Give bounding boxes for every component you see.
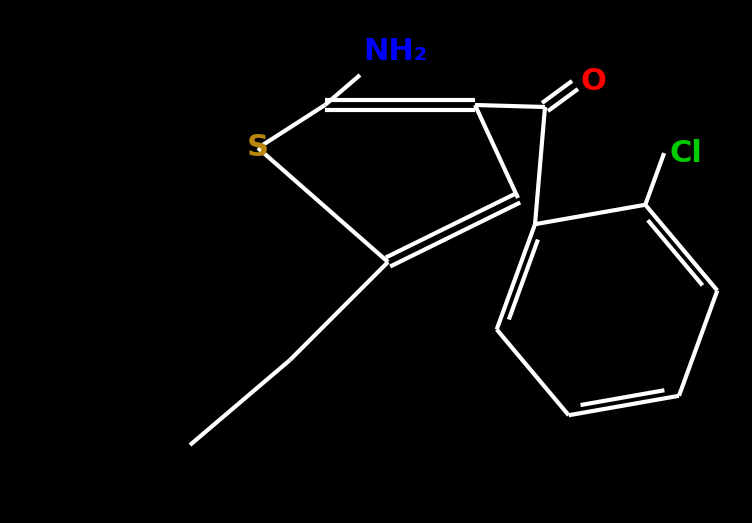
Text: NH₂: NH₂ bbox=[363, 38, 427, 66]
Text: S: S bbox=[247, 133, 269, 163]
Text: O: O bbox=[580, 67, 606, 97]
Text: Cl: Cl bbox=[670, 139, 702, 167]
